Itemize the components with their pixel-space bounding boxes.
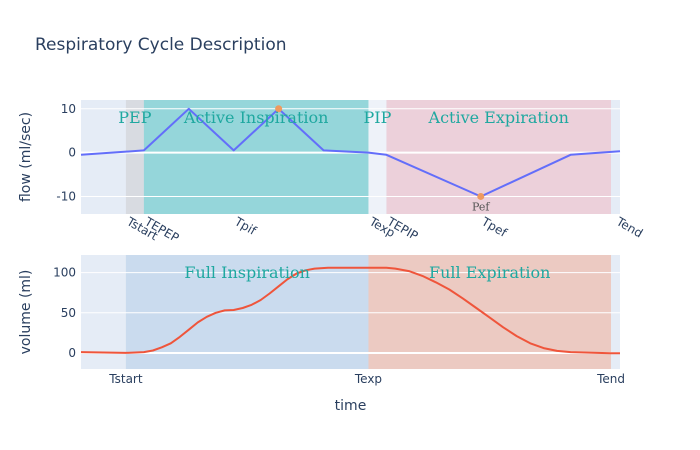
- x-tick-label: Texp: [354, 372, 382, 386]
- top-series: [80, 107, 621, 198]
- series-line: [80, 266, 620, 355]
- phase-region: [125, 100, 144, 214]
- series-line: [80, 107, 621, 198]
- bottom-gridlines: [81, 272, 620, 354]
- x-tick-label: TEPEP: [142, 214, 182, 245]
- phase-label: Full Expiration: [429, 263, 550, 282]
- phase-label: Active Expiration: [428, 108, 569, 127]
- chart-title: Respiratory Cycle Description: [35, 35, 287, 55]
- marker-point: [477, 192, 485, 200]
- bottom-y-ticks: 0 50 100: [53, 266, 76, 360]
- x-tick-label: Tstart: [108, 372, 143, 386]
- y-tick-label: 100: [53, 266, 76, 280]
- phase-label: Active Inspiration: [183, 108, 329, 127]
- y-tick-label: 0: [68, 346, 76, 360]
- phase-region: [368, 255, 612, 369]
- x-tick-label: Tpif: [231, 214, 259, 238]
- bottom-phase-regions: [125, 255, 612, 369]
- phase-region: [143, 100, 369, 214]
- y-tick-label: 50: [61, 306, 76, 320]
- y-tick-label: -10: [56, 189, 76, 203]
- top-markers: Pef: [275, 105, 490, 213]
- phase-region: [125, 255, 369, 369]
- bottom-series: [80, 266, 620, 355]
- top-y-axis-title: flow (ml/sec): [18, 112, 34, 202]
- top-y-ticks: -10 0 10: [56, 102, 76, 204]
- x-tick-label: Tend: [613, 214, 645, 241]
- phase-label: PEP: [118, 108, 151, 127]
- y-tick-label: 10: [61, 102, 76, 116]
- top-phase-regions: [125, 100, 612, 214]
- x-tick-label: Tpef: [478, 214, 510, 240]
- phase-region: [386, 100, 612, 214]
- phase-label: PIP: [364, 108, 392, 127]
- bottom-x-ticks: Tstart Texp Tend: [108, 372, 625, 386]
- top-phase-labels: PEP Active Inspiration PIP Active Expiratio…: [118, 108, 569, 127]
- phase-label: Full Inspiration: [184, 263, 310, 282]
- bottom-phase-labels: Full Inspiration Full Expiration: [184, 263, 550, 282]
- marker-label: Pef: [472, 200, 490, 213]
- bottom-x-axis-title: time: [335, 398, 367, 414]
- x-tick-label: Tend: [596, 372, 625, 386]
- phase-region: [368, 100, 387, 214]
- bottom-y-axis-title: volume (ml): [18, 270, 34, 355]
- y-tick-label: 0: [68, 146, 76, 160]
- marker-point: [275, 105, 283, 113]
